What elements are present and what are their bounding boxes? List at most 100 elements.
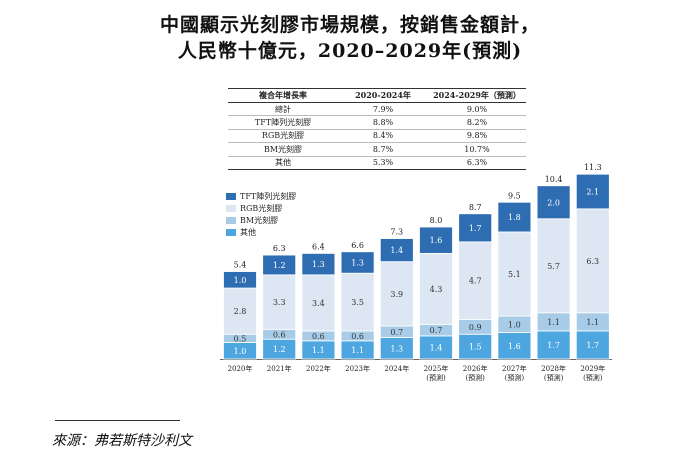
bar-segment [536, 185, 571, 220]
x-tick-label: 2020年 [228, 364, 253, 373]
bar-value-label: 5.7 [547, 262, 560, 271]
bar-value-label: 1.1 [586, 318, 599, 327]
bar-value-label: 4.7 [469, 277, 482, 286]
cagr-row-label: TFT陣列光刻膠 [254, 118, 312, 128]
legend-item-bm: BM光刻膠 [226, 214, 296, 226]
bar-value-label: 3.9 [390, 290, 403, 299]
bar-total-label: 10.4 [545, 175, 563, 184]
x-tick-label: 2028年 [541, 364, 566, 373]
bar-total-label: 11.3 [584, 163, 602, 172]
cagr-row-label: 總計 [275, 104, 291, 114]
bar-segment [575, 173, 610, 210]
bar-segment [497, 231, 532, 317]
bar-value-label: 0.6 [351, 332, 364, 341]
cagr-row-other: 其他 5.3% 6.3% [228, 156, 526, 170]
bar-value-label: 2.0 [547, 198, 560, 207]
bar-segment [458, 241, 493, 320]
bar-segment [458, 213, 493, 243]
bar-value-label: 2.8 [234, 307, 247, 316]
legend-swatch [226, 192, 236, 200]
bar-value-label: 1.1 [547, 318, 560, 327]
bar-value-label: 0.9 [469, 323, 482, 332]
chart-title-line-1: 中國顯示光刻膠市場規模，按銷售金額計， [159, 14, 540, 36]
x-tick-forecast-label: (預測) [544, 373, 564, 382]
cagr-row-rgb: RGB光刻膠 8.4% 9.8% [228, 129, 526, 143]
bar-total-label: 8.7 [469, 203, 482, 212]
cagr-table-header: 複合年增長率 2020-2024年 2024-2029年（預測） [228, 88, 526, 103]
x-tick-label: 2029年 [580, 364, 605, 373]
bar-total-label: 6.4 [312, 242, 325, 251]
bar-value-label: 2.1 [586, 188, 599, 197]
bar-total-label: 6.6 [351, 241, 364, 250]
bar-segment [379, 238, 414, 263]
bar-value-label: 4.3 [430, 285, 443, 294]
cagr-row-label: RGB光刻膠 [261, 131, 305, 141]
bar-value-label: 1.6 [430, 236, 443, 245]
bar-value-label: 1.0 [234, 276, 247, 285]
bar-value-label: 3.5 [351, 298, 364, 307]
cagr-value-2020-2024: 8.4% [372, 131, 394, 141]
bar-segment [536, 330, 571, 360]
cagr-value-2024-2029: 9.0% [466, 104, 488, 114]
bar-value-label: 1.3 [312, 260, 325, 269]
x-tick-label: 2023年 [345, 364, 370, 373]
bar-segment [262, 274, 297, 330]
bar-segment [340, 272, 375, 332]
bar-value-label: 1.5 [469, 343, 482, 352]
bar-value-label: 1.6 [508, 342, 521, 351]
cagr-value-2020-2024: 8.8% [372, 118, 394, 128]
bar-value-label: 3.4 [312, 299, 325, 308]
legend-label: RGB光刻膠 [240, 203, 283, 213]
bar-total-label: 8.0 [430, 216, 443, 225]
x-tick-label: 2022年 [306, 364, 331, 373]
bar-segment [223, 271, 257, 289]
bar-value-label: 6.3 [586, 257, 599, 266]
cagr-row-total: 總計 7.9% 9.0% [228, 103, 526, 116]
bar-value-label: 3.3 [273, 298, 286, 307]
cagr-value-2020-2024: 5.3% [372, 158, 394, 168]
legend-label: 其他 [240, 227, 256, 237]
cagr-row-tft: TFT陣列光刻膠 8.8% 8.2% [228, 116, 526, 130]
bar-value-label: 1.0 [508, 320, 521, 329]
bar-value-label: 1.7 [547, 341, 560, 350]
x-tick-forecast-label: (預測) [505, 373, 525, 382]
bar-segment [536, 218, 571, 314]
bar-segment [301, 274, 336, 332]
cagr-header-label: 複合年增長率 [259, 90, 307, 100]
bar-value-label: 1.8 [508, 213, 521, 222]
legend-swatch [226, 204, 236, 212]
cagr-row-bm: BM光刻膠 8.7% 10.7% [228, 143, 526, 157]
bar-value-label: 1.3 [390, 344, 403, 353]
chart-legend: TFT陣列光刻膠 RGB光刻膠 BM光刻膠 其他 [226, 190, 296, 238]
bar-value-label: 0.6 [273, 330, 286, 339]
bar-segment [458, 333, 493, 360]
cagr-value-2024-2029: 9.8% [466, 131, 488, 141]
x-tick-forecast-label: (預測) [426, 373, 446, 382]
cagr-row-label: BM光刻膠 [263, 144, 303, 154]
cagr-table: 複合年增長率 2020-2024年 2024-2029年（預測） 總計 7.9%… [228, 88, 526, 170]
source-divider [55, 420, 180, 421]
bar-segment [301, 252, 336, 276]
legend-swatch [226, 228, 236, 236]
bar-value-label: 1.4 [430, 343, 443, 352]
cagr-value-2020-2024: 7.9% [372, 104, 394, 114]
source-note: 來源：弗若斯特沙利文 [52, 433, 192, 449]
bar-value-label: 5.1 [508, 270, 521, 279]
x-tick-label: 2021年 [267, 364, 292, 373]
cagr-value-2024-2029: 8.2% [466, 118, 488, 128]
bar-value-label: 0.7 [430, 326, 443, 335]
bar-value-label: 1.7 [586, 341, 599, 350]
x-tick-label: 2024年 [384, 364, 409, 373]
cagr-value-2024-2029: 10.7% [464, 144, 490, 154]
x-tick-forecast-label: (預測) [583, 373, 603, 382]
bar-value-label: 1.7 [469, 224, 482, 233]
bar-segment [419, 252, 453, 325]
cagr-header-2020-2024: 2020-2024年 [355, 90, 411, 100]
legend-label: BM光刻膠 [240, 215, 279, 225]
bar-value-label: 0.7 [390, 328, 403, 337]
legend-label: TFT陣列光刻膠 [240, 191, 297, 201]
cagr-row-label: 其他 [275, 158, 291, 168]
bar-segment [497, 201, 532, 233]
bar-value-label: 1.2 [273, 261, 286, 270]
